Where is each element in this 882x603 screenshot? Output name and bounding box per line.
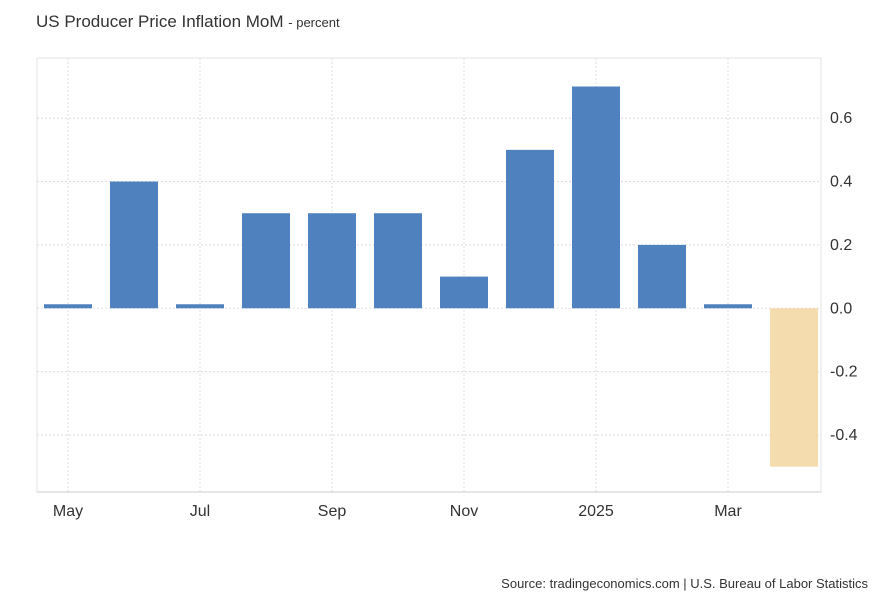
bar-aug-2024 xyxy=(242,213,290,309)
x-tick-label: May xyxy=(53,503,83,520)
source-text: Source: tradingeconomics.com | U.S. Bure… xyxy=(501,576,868,591)
y-tick-label: -0.2 xyxy=(830,364,858,381)
y-tick-label: -0.4 xyxy=(830,427,858,444)
bar-jan-2025 xyxy=(572,86,620,309)
bar-oct-2024 xyxy=(374,213,422,309)
x-tick-label: Mar xyxy=(714,503,742,520)
x-tick-label: Nov xyxy=(450,503,478,520)
bar-apr-2025 xyxy=(770,308,818,467)
x-tick-label: Sep xyxy=(318,503,347,520)
bar-dec-2024 xyxy=(506,149,554,309)
bar-may-2024 xyxy=(44,304,92,309)
subtitle-text: - percent xyxy=(288,15,340,30)
x-tick-label: 2025 xyxy=(578,503,614,520)
x-tick-label: Jul xyxy=(190,503,210,520)
bar-jul-2024 xyxy=(176,304,224,309)
y-tick-label: 0.4 xyxy=(830,174,852,191)
y-tick-label: 0.6 xyxy=(830,110,852,127)
chart-title: US Producer Price Inflation MoM - percen… xyxy=(36,12,340,32)
bar-mar-2025 xyxy=(704,304,752,309)
bar-nov-2024 xyxy=(440,276,488,309)
bar-jun-2024 xyxy=(110,181,158,309)
bar-sep-2024 xyxy=(308,213,356,309)
y-tick-label: 0.0 xyxy=(830,300,852,317)
y-tick-label: 0.2 xyxy=(830,237,852,254)
title-text: US Producer Price Inflation MoM xyxy=(36,12,284,31)
bar-feb-2025 xyxy=(638,244,686,309)
